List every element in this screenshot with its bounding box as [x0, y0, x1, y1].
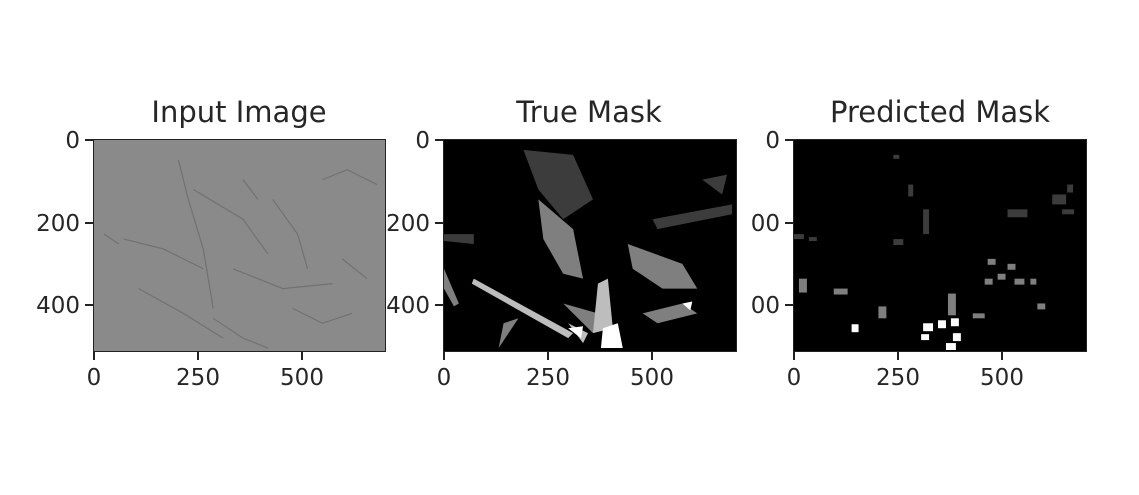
- input-image-texture: [103, 159, 378, 349]
- true-mask-ytick-0: [435, 139, 443, 141]
- input-ytick-400: [85, 304, 93, 306]
- true-mask-xlabel-250: 250: [526, 365, 570, 391]
- predicted-mask-ylabel-400: 00: [750, 293, 780, 319]
- predicted-mask-xlabel-250: 250: [876, 365, 920, 391]
- input-xtick-500: [301, 352, 303, 360]
- predicted-mask-ytick-0: [785, 139, 793, 141]
- true-mask-xtick-250: [547, 352, 549, 360]
- true-mask-image: [443, 139, 737, 352]
- true-mask-xtick-500: [651, 352, 653, 360]
- predicted-mask-ytick-400: [785, 304, 793, 306]
- input-ytick-0: [85, 139, 93, 141]
- input-xlabel-250: 250: [176, 365, 220, 391]
- input-xtick-0: [93, 352, 95, 360]
- predicted-mask-image: [793, 139, 1087, 352]
- predicted-mask-ylabel-0: 0: [765, 128, 780, 154]
- predicted-mask-xtick-500: [1001, 352, 1003, 360]
- input-image: [93, 139, 386, 352]
- predicted-mask-xtick-250: [897, 352, 899, 360]
- predicted-mask-xlabel-500: 500: [980, 365, 1024, 391]
- true-mask-ytick-400: [435, 304, 443, 306]
- true-mask-xlabel-0: 0: [436, 365, 452, 391]
- true-mask-ylabel-0: 0: [415, 128, 430, 154]
- predicted-mask-ylabel-200: 00: [750, 211, 780, 237]
- input-ytick-200: [85, 222, 93, 224]
- panel-title-true-mask: True Mask: [516, 95, 662, 129]
- predicted-mask-shapes: [794, 154, 1075, 351]
- true-mask-shapes: [444, 149, 733, 349]
- predicted-mask-ytick-200: [785, 222, 793, 224]
- predicted-mask-xlabel-0: 0: [786, 365, 802, 391]
- panel-title-predicted-mask: Predicted Mask: [829, 95, 1051, 129]
- input-ylabel-0: 0: [65, 128, 80, 154]
- input-xlabel-500: 500: [280, 365, 324, 391]
- true-mask-ytick-200: [435, 222, 443, 224]
- true-mask-xtick-0: [443, 352, 445, 360]
- true-mask-xlabel-500: 500: [630, 365, 674, 391]
- input-xlabel-0: 0: [86, 365, 102, 391]
- true-mask-ylabel-200: 200: [386, 211, 430, 237]
- input-xtick-250: [197, 352, 199, 360]
- input-ylabel-200: 200: [36, 211, 80, 237]
- true-mask-ylabel-400: 400: [386, 293, 430, 319]
- predicted-mask-xtick-0: [793, 352, 795, 360]
- panel-title-input: Input Image: [151, 95, 327, 129]
- input-ylabel-400: 400: [36, 293, 80, 319]
